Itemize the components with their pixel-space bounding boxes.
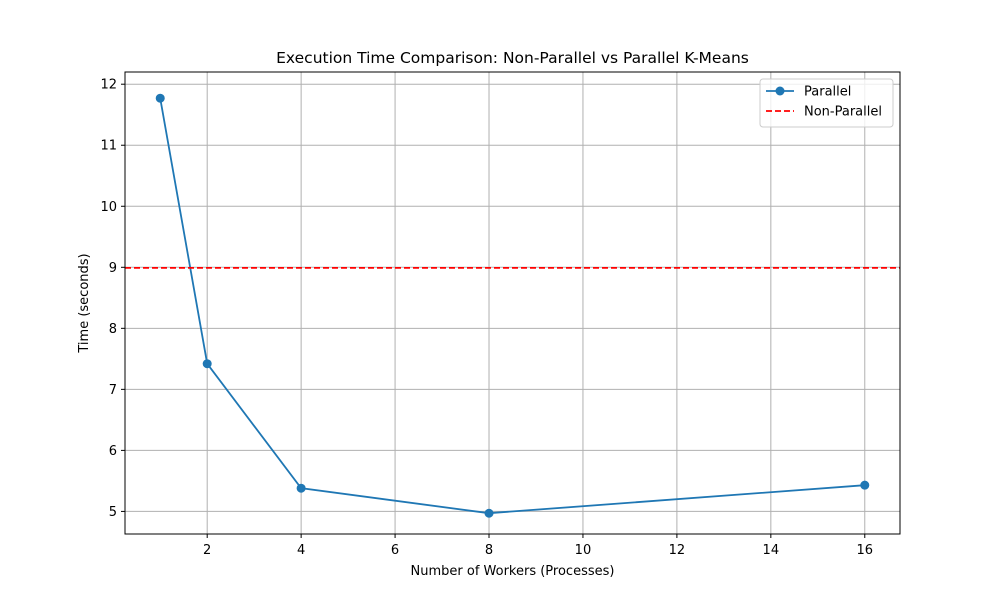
y-tick-label: 5 xyxy=(109,505,117,520)
y-tick-label: 6 xyxy=(109,444,117,459)
parallel-data-point xyxy=(484,508,494,518)
parallel-data-point xyxy=(155,93,165,103)
parallel-data-point xyxy=(202,359,212,369)
legend-label: Non-Parallel xyxy=(804,105,882,120)
x-axis-label: Number of Workers (Processes) xyxy=(411,564,615,579)
y-tick-label: 12 xyxy=(100,78,117,93)
x-tick-label: 8 xyxy=(485,543,493,558)
y-tick-label: 7 xyxy=(109,383,117,398)
y-ticks: 5 6 7 8 9 10 11 12 xyxy=(100,78,125,520)
x-tick-label: 14 xyxy=(763,543,780,558)
gridlines xyxy=(125,72,900,534)
legend-marker-parallel xyxy=(775,86,785,96)
y-tick-label: 8 xyxy=(109,322,117,337)
parallel-series-line xyxy=(159,98,865,515)
x-tick-label: 12 xyxy=(669,543,686,558)
x-tick-label: 16 xyxy=(856,543,873,558)
x-tick-label: 10 xyxy=(575,543,592,558)
x-ticks: 2 4 6 8 10 12 14 16 xyxy=(203,534,873,558)
parallel-data-point xyxy=(860,480,870,490)
plot-frame xyxy=(124,71,901,535)
x-tick-label: 2 xyxy=(203,543,211,558)
chart-title: Execution Time Comparison: Non-Parallel … xyxy=(276,49,749,67)
y-axis-label: Time (seconds) xyxy=(77,253,92,353)
parallel-data-point xyxy=(296,483,306,493)
y-tick-label: 9 xyxy=(109,261,117,276)
y-tick-label: 10 xyxy=(100,200,117,215)
legend-label: Parallel xyxy=(804,85,851,100)
y-tick-label: 11 xyxy=(100,139,117,154)
plot-series xyxy=(125,93,900,518)
x-tick-label: 6 xyxy=(391,543,399,558)
legend: Parallel Non-Parallel xyxy=(759,78,894,128)
x-tick-label: 4 xyxy=(297,543,305,558)
